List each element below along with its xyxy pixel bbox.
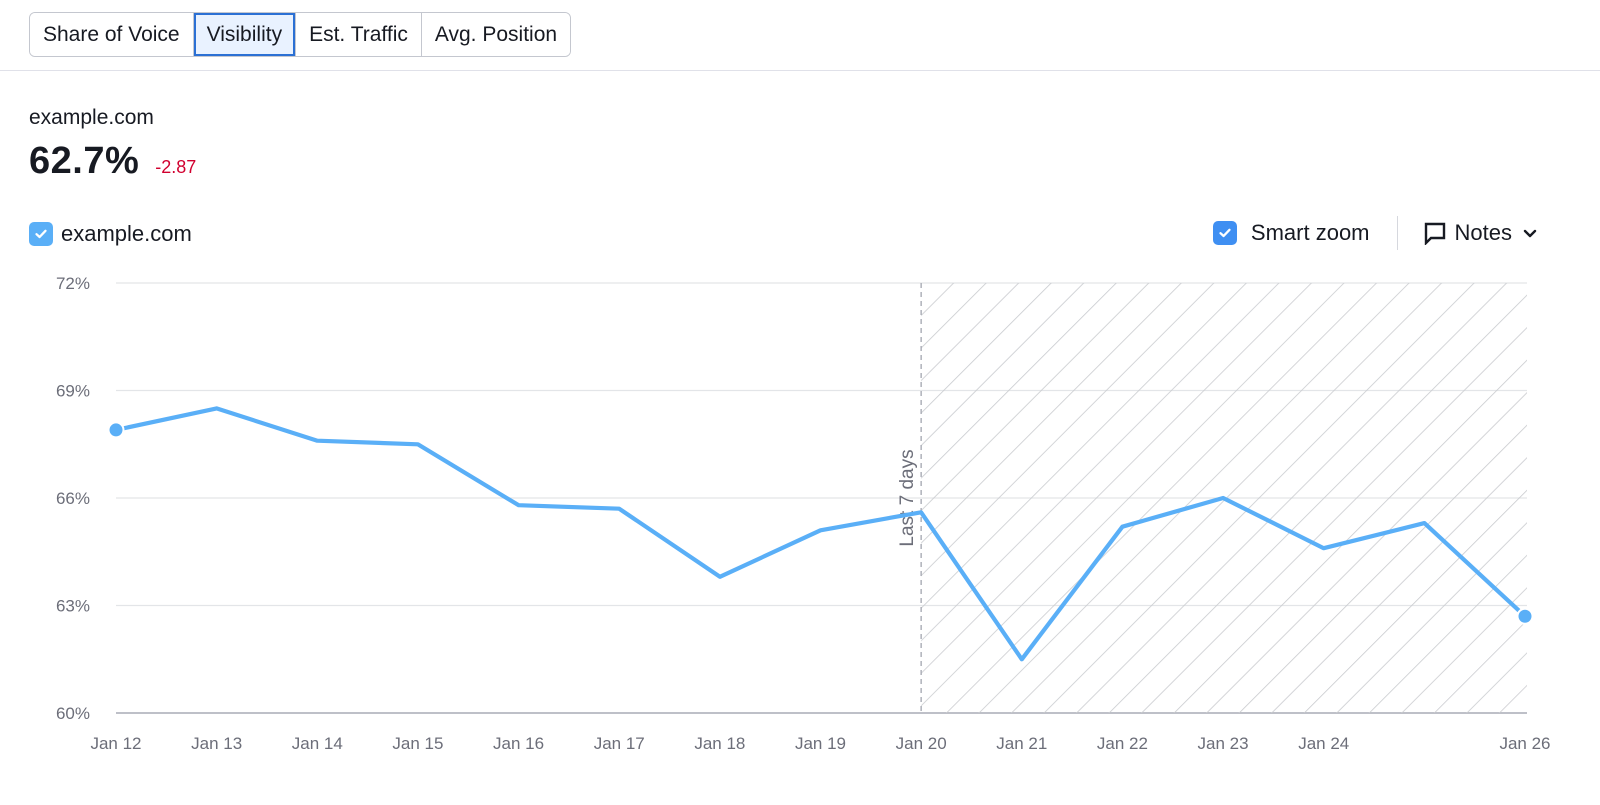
y-tick-label: 72%	[56, 274, 90, 293]
start-point-marker[interactable]	[107, 421, 125, 439]
notes-dropdown[interactable]: Notes	[1423, 220, 1538, 246]
x-tick-label: Jan 18	[694, 734, 745, 753]
check-icon	[1219, 228, 1231, 238]
x-tick-label: Jan 16	[493, 734, 544, 753]
metric-value: 62.7%	[29, 140, 140, 182]
comment-icon	[1424, 222, 1445, 245]
header-divider	[0, 70, 1600, 71]
series-example-com[interactable]	[107, 406, 1534, 662]
smart-zoom-checkbox[interactable]	[1212, 221, 1237, 245]
y-axis: 72% 69% 66% 63% 60%	[56, 274, 90, 723]
controls-divider	[1396, 216, 1398, 250]
legend-item-example-com[interactable]: example.com	[29, 221, 192, 247]
smart-zoom-toggle[interactable]: Smart zoom	[1212, 220, 1370, 246]
x-tick-label: Jan 13	[191, 734, 242, 753]
tab-avg-position[interactable]: Avg. Position	[421, 13, 571, 56]
last-7-days-region: Last 7 days	[897, 283, 1527, 713]
x-tick-label: Jan 26	[1499, 734, 1550, 753]
x-tick-label: Jan 23	[1198, 734, 1249, 753]
y-tick-label: 63%	[56, 597, 90, 616]
legend-checkbox[interactable]	[29, 222, 53, 246]
x-tick-label: Jan 14	[292, 734, 343, 753]
legend-label: example.com	[61, 221, 192, 246]
smart-zoom-label: Smart zoom	[1250, 220, 1370, 245]
x-tick-label: Jan 12	[90, 734, 141, 753]
y-tick-label: 66%	[56, 489, 90, 508]
y-tick-label: 69%	[56, 382, 90, 401]
chevron-down-icon	[1522, 225, 1538, 241]
x-tick-label: Jan 22	[1097, 734, 1148, 753]
summary-metric: 62.7% -2.87	[29, 140, 196, 183]
chart-controls: Smart zoom Notes	[1212, 216, 1538, 250]
check-icon	[35, 229, 47, 239]
end-point-marker[interactable]	[1516, 607, 1534, 625]
notes-label: Notes	[1454, 220, 1512, 245]
series-line[interactable]	[113, 406, 1528, 662]
tab-est-traffic[interactable]: Est. Traffic	[296, 13, 422, 56]
x-tick-label: Jan 20	[896, 734, 947, 753]
y-tick-label: 60%	[56, 704, 90, 723]
tab-visibility[interactable]: Visibility	[193, 13, 297, 56]
last-7-days-label: Last 7 days	[897, 449, 918, 546]
x-tick-label: Jan 19	[795, 734, 846, 753]
metric-delta: -2.87	[155, 157, 197, 177]
x-tick-label: Jan 17	[594, 734, 645, 753]
metric-tabs: Share of Voice Visibility Est. Traffic A…	[29, 12, 572, 57]
x-tick-label: Jan 15	[392, 734, 443, 753]
x-tick-label: Jan 21	[996, 734, 1047, 753]
x-tick-label: Jan 24	[1298, 734, 1349, 753]
summary-domain: example.com	[29, 106, 154, 129]
tab-share-of-voice[interactable]: Share of Voice	[30, 13, 194, 56]
x-axis: Jan 12 Jan 13 Jan 14 Jan 15 Jan 16 Jan 17 Jan …	[90, 734, 1550, 753]
